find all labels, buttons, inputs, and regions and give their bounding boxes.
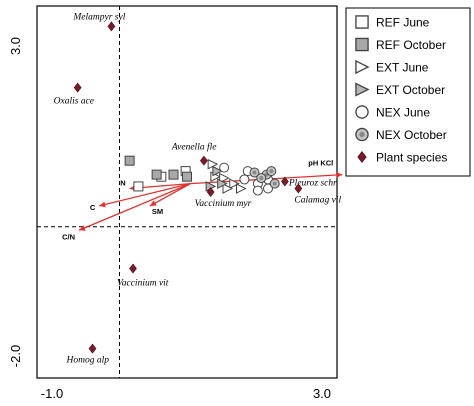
plot-area xyxy=(36,5,338,379)
sample-point xyxy=(256,173,267,184)
legend-marker xyxy=(355,82,370,97)
species-point xyxy=(206,187,215,197)
legend-marker xyxy=(357,151,367,163)
sample-point xyxy=(217,178,228,189)
sample-point xyxy=(229,178,240,189)
sample-point xyxy=(133,181,144,192)
sample-points xyxy=(124,155,280,196)
legend-marker xyxy=(355,15,369,29)
vector-label: pH KCl xyxy=(308,159,333,168)
legend-label: REF June xyxy=(376,16,430,30)
vector-label: C/N xyxy=(62,232,75,241)
species-label: Avenella fle xyxy=(171,142,217,153)
species-point xyxy=(73,82,82,93)
legend: REF June REF October EXT June EXT October NE… xyxy=(345,7,471,177)
x-axis: -1.0 3.0 xyxy=(41,386,331,401)
legend-items: REF June REF October EXT June EXT October NE… xyxy=(355,15,447,165)
sample-point xyxy=(151,169,162,180)
legend-frame xyxy=(345,7,471,177)
legend-label: EXT October xyxy=(376,83,445,97)
species-point xyxy=(280,176,289,187)
species-point xyxy=(88,343,97,354)
species-point xyxy=(107,21,116,32)
vector-label: SM xyxy=(152,207,163,216)
sample-point xyxy=(124,155,135,166)
sample-point xyxy=(219,172,230,184)
sample-point xyxy=(236,183,247,194)
plant-species-points: Melampyr syl Oxalis ace Avenella fle Pleuro… xyxy=(54,12,342,365)
vector-arrow xyxy=(99,183,191,208)
x-tick-label-left: -1.0 xyxy=(41,386,63,401)
sample-point xyxy=(249,167,260,178)
legend-label: REF October xyxy=(376,38,446,52)
legend-marker xyxy=(355,105,369,119)
legend-label: EXT June xyxy=(376,61,429,75)
vector-arrow xyxy=(78,183,191,231)
vector-arrow xyxy=(149,183,191,207)
legend-marker xyxy=(355,127,369,142)
vector-label: N xyxy=(120,179,125,188)
sample-point xyxy=(168,169,179,180)
species-label: Calamag vil xyxy=(294,196,341,206)
sample-point xyxy=(269,178,280,189)
species-point xyxy=(199,155,208,166)
species-label: Vaccinium vit xyxy=(117,279,169,289)
vector-label: C xyxy=(90,203,96,212)
y-tick-label-bottom: -2.0 xyxy=(8,345,23,367)
sample-point xyxy=(252,185,263,196)
legend-item: REF October xyxy=(355,37,446,52)
legend-item: EXT June xyxy=(355,59,429,75)
sample-point xyxy=(266,166,277,177)
sample-point xyxy=(222,183,234,194)
plot-frame xyxy=(36,5,338,379)
legend-marker xyxy=(355,59,370,75)
species-point xyxy=(129,263,137,274)
legend-label: NEX October xyxy=(376,128,447,142)
legend-item: EXT October xyxy=(355,82,445,97)
legend-marker xyxy=(355,37,369,52)
species-label: Vaccinium myr xyxy=(195,199,252,209)
species-label: Homog alp xyxy=(66,356,110,366)
species-label: Pleuroz schr xyxy=(288,179,337,189)
y-tick-label-top: 3.0 xyxy=(8,37,23,55)
y-axis: 3.0 -2.0 xyxy=(8,37,23,367)
legend-item: REF June xyxy=(355,15,430,30)
sample-point xyxy=(182,171,192,182)
legend-item: NEX June xyxy=(355,105,430,120)
sample-point xyxy=(219,162,230,173)
legend-item: NEX October xyxy=(355,127,447,142)
x-tick-label-right: 3.0 xyxy=(313,386,331,401)
sample-point xyxy=(212,165,223,177)
legend-item: Plant species xyxy=(357,151,447,165)
sample-point xyxy=(263,183,273,194)
species-point xyxy=(294,183,303,194)
species-label: Oxalis ace xyxy=(54,97,94,107)
sample-point xyxy=(239,174,250,185)
legend-label: Plant species xyxy=(376,151,447,165)
species-label: Melampyr syl xyxy=(72,12,125,22)
legend-label: NEX June xyxy=(376,106,430,120)
